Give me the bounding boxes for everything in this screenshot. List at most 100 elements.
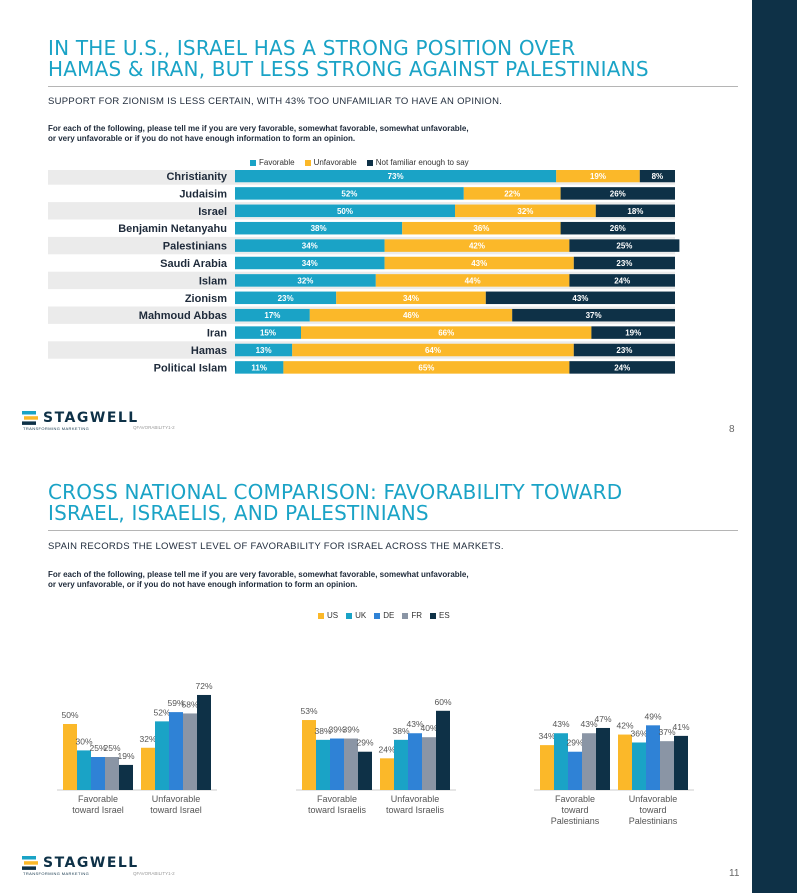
data-label-es-favorable-toward-israel: 19%	[117, 751, 134, 761]
bar-favorable-iran	[235, 326, 301, 339]
bar-uk-favorable-toward-israelis	[316, 739, 330, 790]
bar-not-familiar-enough-to-say-iran	[591, 326, 675, 339]
data-label-not-familiar-enough-to-say-islam: 24%	[614, 276, 630, 285]
bar-not-familiar-enough-to-say-judaisim	[560, 187, 675, 200]
data-label-uk-favorable-toward-palestinians: 43%	[552, 719, 569, 729]
bar-us-favorable-toward-israelis	[302, 720, 316, 790]
bar-de-favorable-toward-israel	[91, 757, 105, 790]
bar-de-unfavorable-toward-palestinians	[646, 725, 660, 790]
bar-us-unfavorable-toward-israel	[141, 747, 155, 790]
data-label-favorable-christianity: 73%	[388, 172, 404, 181]
bar-not-familiar-enough-to-say-christianity	[639, 170, 675, 183]
category-label-favorable-toward-palestinians-line3: Palestinians	[551, 816, 600, 826]
bar-not-familiar-enough-to-say-islam	[569, 274, 675, 287]
data-label-unfavorable-saudi-arabia: 43%	[471, 259, 487, 268]
legend-item-not-familiar: Not familiar enough to say	[366, 158, 469, 167]
slide2-logo: STAGWELL TRANSFORMING MARKETING	[22, 855, 139, 876]
category-label-zionism: Zionism	[185, 293, 227, 305]
slide1-logo: STAGWELL TRANSFORMING MARKETING	[22, 410, 139, 431]
slide2-question-line1: For each of the following, please tell m…	[48, 570, 469, 579]
bar-not-familiar-enough-to-say-political-islam	[569, 361, 675, 374]
bar-not-familiar-enough-to-say-israel	[595, 204, 675, 218]
data-label-unfavorable-political-islam: 65%	[418, 363, 434, 372]
bar-fr-favorable-toward-israelis	[344, 738, 358, 790]
data-label-not-familiar-enough-to-say-christianity: 8%	[652, 172, 664, 181]
bar-favorable-islam	[235, 274, 376, 287]
legend-item-favorable: Favorable	[250, 158, 295, 167]
slide2-page-number: 11	[729, 868, 740, 879]
legend-label-favorable: Favorable	[259, 158, 295, 167]
legend-item-unfavorable: Unfavorable	[304, 158, 357, 167]
slide2-title-line1: CROSS NATIONAL COMPARISON: FAVORABILITY …	[48, 480, 623, 504]
slide1-question: For each of the following, please tell m…	[48, 124, 568, 144]
data-label-unfavorable-christianity: 19%	[590, 172, 606, 181]
data-label-not-familiar-enough-to-say-mahmoud-abbas: 37%	[586, 311, 602, 320]
data-label-de-favorable-toward-israelis: 39%	[328, 725, 345, 735]
data-label-unfavorable-benjamin-netanyahu: 36%	[473, 224, 489, 233]
data-label-favorable-hamas: 13%	[256, 346, 272, 355]
data-label-unfavorable-israel: 32%	[517, 207, 533, 216]
category-label-mahmoud-abbas: Mahmoud Abbas	[139, 310, 227, 322]
stagwell-logo-icon	[22, 411, 38, 425]
bar-favorable-mahmoud-abbas	[235, 308, 310, 322]
data-label-de-unfavorable-toward-israelis: 43%	[406, 719, 423, 729]
data-label-es-favorable-toward-israelis: 29%	[356, 738, 373, 748]
data-label-us-unfavorable-toward-israelis: 24%	[378, 744, 395, 754]
bar-de-favorable-toward-palestinians	[568, 751, 582, 790]
data-label-fr-favorable-toward-palestinians: 43%	[580, 719, 597, 729]
data-label-es-unfavorable-toward-israel: 72%	[195, 681, 212, 691]
data-label-not-familiar-enough-to-say-palestinians: 25%	[616, 242, 632, 251]
bar-fr-unfavorable-toward-palestinians	[660, 741, 674, 790]
legend-label-es: ES	[439, 611, 450, 620]
data-label-fr-favorable-toward-israel: 25%	[103, 743, 120, 753]
logo-tagline: TRANSFORMING MARKETING	[23, 426, 90, 431]
legend-item-uk: UK	[346, 611, 366, 620]
bar-unfavorable-mahmoud-abbas	[309, 308, 513, 322]
data-label-favorable-israel: 50%	[337, 207, 353, 216]
bar-fr-favorable-toward-israel	[105, 757, 119, 790]
bar-unfavorable-benjamin-netanyahu	[402, 221, 561, 235]
category-label-favorable-toward-palestinians-line1: Favorable	[555, 794, 595, 804]
bar-us-unfavorable-toward-israelis	[380, 758, 394, 790]
stagwell-logo-icon	[22, 856, 38, 870]
data-label-not-familiar-enough-to-say-saudi-arabia: 23%	[616, 259, 632, 268]
bar-uk-unfavorable-toward-palestinians	[632, 742, 646, 790]
slide1-title-line1: IN THE U.S., ISRAEL HAS A STRONG POSITIO…	[48, 36, 576, 60]
data-label-es-favorable-toward-palestinians: 47%	[594, 714, 611, 724]
category-label-favorable-toward-palestinians-line2: toward	[561, 805, 588, 815]
bar-es-favorable-toward-israelis	[358, 751, 372, 790]
bar-unfavorable-zionism	[336, 291, 486, 305]
bar-de-unfavorable-toward-israel	[169, 712, 183, 790]
legend-swatch-es	[430, 612, 437, 619]
bar-us-unfavorable-toward-palestinians	[618, 734, 632, 790]
data-label-not-familiar-enough-to-say-benjamin-netanyahu: 26%	[610, 224, 626, 233]
legend-label-de: DE	[383, 611, 395, 620]
bar-not-familiar-enough-to-say-hamas	[573, 343, 675, 357]
bar-favorable-benjamin-netanyahu	[235, 221, 403, 235]
legend-label-unfavorable: Unfavorable	[313, 158, 357, 167]
legend-label-fr: FR	[411, 611, 423, 620]
bar-favorable-hamas	[235, 343, 293, 357]
bar-fr-unfavorable-toward-israel	[183, 713, 197, 790]
data-label-de-favorable-toward-israel: 25%	[89, 743, 106, 753]
legend-swatch-de	[374, 612, 381, 619]
bar-es-unfavorable-toward-palestinians	[674, 735, 688, 790]
data-label-not-familiar-enough-to-say-zionism: 43%	[572, 294, 588, 303]
bar-favorable-palestinians	[235, 239, 385, 252]
category-label-unfavorable-toward-israel-line2: toward Israel	[150, 805, 202, 815]
bar-unfavorable-christianity	[556, 170, 640, 183]
data-label-unfavorable-iran: 66%	[438, 329, 454, 338]
bar-uk-unfavorable-toward-israel	[155, 721, 169, 790]
category-label-unfavorable-toward-israel-line1: Unfavorable	[152, 794, 201, 804]
legend-swatch-uk	[346, 612, 353, 619]
slide2-subtitle: SPAIN RECORDS THE LOWEST LEVEL OF FAVORA…	[48, 541, 504, 552]
category-label-unfavorable-toward-israelis-line2: toward Israelis	[386, 805, 445, 815]
data-label-de-unfavorable-toward-palestinians: 49%	[644, 711, 661, 721]
data-label-favorable-benjamin-netanyahu: 38%	[311, 224, 327, 233]
data-label-favorable-zionism: 23%	[278, 294, 294, 303]
bar-unfavorable-palestinians	[384, 239, 570, 252]
legend-item-us: US	[318, 611, 338, 620]
legend-swatch-favorable	[250, 159, 256, 166]
